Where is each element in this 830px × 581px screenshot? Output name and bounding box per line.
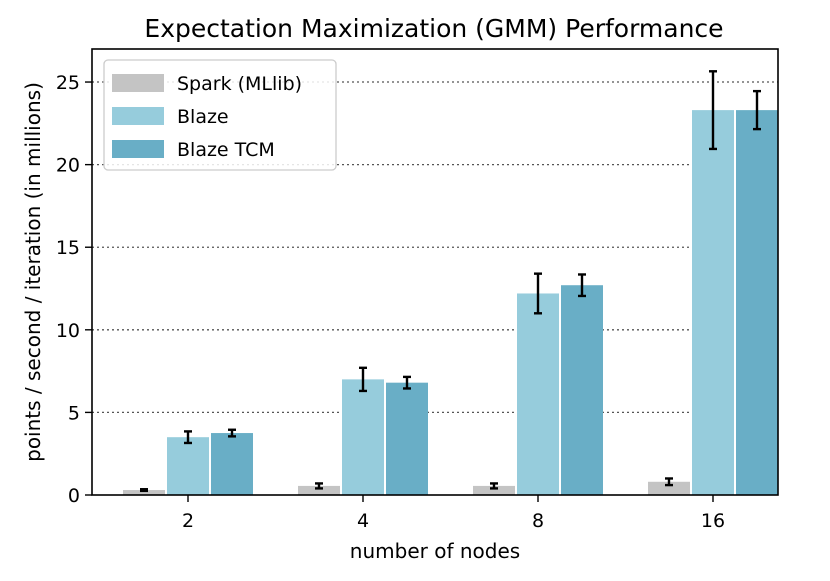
legend-label: Blaze [177,106,229,128]
legend-label: Spark (MLlib) [177,73,302,95]
legend-swatch [112,74,164,92]
bar [736,110,778,495]
bar [298,485,340,495]
y-axis: 0 5 10 15 20 25 [56,72,92,507]
x-tick-label: 8 [532,510,544,532]
plot-frame [91,48,779,496]
y-tick-label: 5 [68,402,80,424]
error-bars [140,70,761,493]
bar [386,382,428,495]
x-axis-label: number of nodes [350,539,520,563]
bar [473,485,515,495]
x-tick-label: 4 [357,510,369,532]
chart-title: Expectation Maximization (GMM) Performan… [144,14,723,43]
grid-lines [92,81,778,414]
bar [648,481,690,495]
x-tick-label: 16 [701,510,725,532]
y-tick-label: 15 [56,237,80,259]
bars [123,110,778,495]
legend-label: Blaze TCM [177,139,275,161]
bar [211,433,253,495]
y-tick-label: 10 [56,320,80,342]
x-tick-label: 2 [182,510,194,532]
bar [561,285,603,495]
legend-swatch [112,140,164,158]
bar [517,293,559,495]
legend: Spark (MLlib) Blaze Blaze TCM [103,59,337,171]
legend-swatch [112,107,164,125]
y-axis-label: points / second / iteration (in millions… [21,82,45,462]
x-axis: 2 4 8 16 [182,495,725,532]
bar [123,490,165,495]
y-tick-label: 25 [56,72,80,94]
y-tick-label: 0 [68,485,80,507]
y-tick-label: 20 [56,155,80,177]
bar [692,110,734,495]
bar [167,437,209,495]
bar [342,379,384,495]
